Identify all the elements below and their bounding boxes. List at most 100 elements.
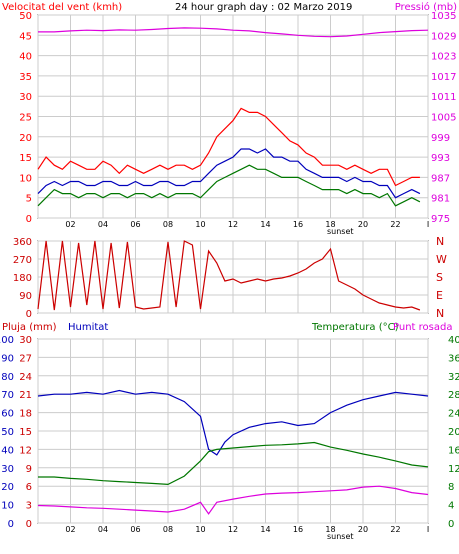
wind-chart-title: 24 hour graph day : 02 Marzo 2019 [175, 2, 352, 13]
rain-ytick-7: 21 [19, 390, 32, 401]
humidity-series-2 [37, 485, 429, 515]
humidity-xtick: 20 [358, 525, 368, 534]
temp-ytick-4: 16 [448, 445, 459, 456]
rain-ytick-4: 12 [19, 445, 32, 456]
wind-xtick: 10 [195, 220, 205, 229]
humidity-xtick: 06 [130, 525, 140, 534]
humidity-ytick-9: 90 [1, 353, 14, 364]
humidity-ytick-1: 10 [1, 501, 14, 512]
humidity-ytick-3: 30 [1, 464, 14, 475]
pressure-ytick-7: 1017 [431, 72, 456, 83]
wind-series-1 [37, 148, 421, 199]
humidity-xtick: 04 [98, 525, 108, 534]
humidity-xtick: 10 [195, 525, 205, 534]
pressure-ytick-8: 1023 [431, 52, 456, 63]
temp-ytick-3: 12 [448, 464, 459, 475]
pressure-ytick-0: 975 [431, 214, 450, 225]
wind-xtick: 14 [260, 220, 270, 229]
wind-xtick: 16 [293, 220, 303, 229]
humidity-ytick-4: 40 [1, 445, 14, 456]
wind-series-3 [38, 27, 429, 38]
wind-left-label: Velocitat del vent (kmh) [2, 2, 122, 13]
sunset-marker: sunset [327, 532, 354, 541]
wind-ytick-6: 30 [19, 92, 32, 103]
rain-ytick-10: 30 [19, 335, 32, 346]
humidity-xtick: 18 [325, 525, 335, 534]
wind-xtick: 18 [325, 220, 335, 229]
rain-ytick-1: 3 [26, 501, 32, 512]
rain-ytick-3: 9 [26, 464, 32, 475]
pressure-ytick-2: 987 [431, 173, 450, 184]
humidity-ytick-8: 80 [1, 372, 14, 383]
pressure-ytick-1: 981 [431, 194, 450, 205]
wind-ytick-3: 15 [19, 153, 32, 164]
wind-xtick: I [427, 220, 429, 229]
pressure-ytick-4: 999 [431, 133, 450, 144]
direction-series-0 [37, 240, 421, 311]
direction-ytick-3: 270 [13, 255, 32, 266]
humidity-series-1 [38, 441, 429, 486]
temp-ytick-9: 36 [448, 353, 459, 364]
humidity-xtick: 22 [390, 525, 400, 534]
humidity-xtick: 14 [260, 525, 270, 534]
direction-ytick-0: 0 [26, 309, 32, 320]
pressure-ytick-6: 1011 [431, 92, 456, 103]
wind-series-0 [37, 107, 420, 187]
rain-ytick-2: 6 [26, 482, 32, 493]
humidity-xtick: 08 [163, 525, 173, 534]
humidity-ytick-2: 20 [1, 482, 14, 493]
wind-xtick: 06 [130, 220, 140, 229]
wind-ytick-8: 40 [19, 52, 32, 63]
temperature-label: Temperatura (°C) [311, 322, 399, 333]
temp-ytick-2: 8 [448, 482, 454, 493]
temp-ytick-5: 20 [448, 427, 459, 438]
wind-ytick-9: 45 [19, 31, 32, 42]
temp-ytick-7: 28 [448, 390, 459, 401]
rain-ytick-5: 15 [19, 427, 32, 438]
wind-ytick-5: 25 [19, 113, 32, 124]
humidity-series-0 [37, 389, 429, 456]
direction-ytick-4: 360 [13, 237, 32, 248]
wind-ytick-0: 0 [26, 214, 32, 225]
temp-ytick-6: 24 [448, 409, 459, 420]
direction-letter-0: N [436, 235, 444, 248]
humidity-xtick: 16 [293, 525, 303, 534]
temp-ytick-10: 40 [448, 335, 459, 346]
direction-ytick-2: 180 [13, 273, 32, 284]
dewpoint-label: Punt rosada [393, 322, 452, 333]
direction-ytick-1: 90 [19, 291, 32, 302]
humidity-xtick: 02 [65, 525, 75, 534]
humidity-ytick-6: 60 [1, 409, 14, 420]
pressure-ytick-10: 1035 [431, 11, 456, 22]
wind-xtick: 22 [390, 220, 400, 229]
rain-ytick-6: 18 [19, 409, 32, 420]
wind-xtick: 12 [228, 220, 238, 229]
direction-letter-3: E [436, 289, 443, 302]
rain-ytick-8: 24 [19, 372, 32, 383]
humidity-xtick: 12 [228, 525, 238, 534]
wind-xtick: 08 [163, 220, 173, 229]
humidity-label: Humitat [68, 322, 108, 333]
humidity-xtick: I [427, 525, 429, 534]
wind-xtick: 04 [98, 220, 108, 229]
wind-xtick: 20 [358, 220, 368, 229]
direction-letter-2: S [436, 271, 443, 284]
wind-xtick: 02 [65, 220, 75, 229]
wind-ytick-4: 20 [19, 133, 32, 144]
temp-ytick-8: 32 [448, 372, 459, 383]
pressure-ytick-9: 1029 [431, 31, 456, 42]
sunset-marker: sunset [327, 227, 354, 236]
humidity-ytick-10: 100 [0, 335, 14, 346]
direction-letter-1: W [436, 253, 447, 266]
humidity-ytick-7: 70 [1, 390, 14, 401]
humidity-ytick-0: 0 [8, 519, 14, 530]
wind-ytick-2: 10 [19, 173, 32, 184]
rain-label: Pluja (mm) [2, 322, 57, 333]
rain-ytick-0: 0 [26, 519, 32, 530]
humidity-ytick-5: 50 [1, 427, 14, 438]
wind-series-2 [37, 164, 421, 207]
pressure-right-label: Pressió (mb) [395, 1, 457, 13]
pressure-ytick-3: 993 [431, 153, 450, 164]
rain-ytick-9: 27 [19, 353, 32, 364]
